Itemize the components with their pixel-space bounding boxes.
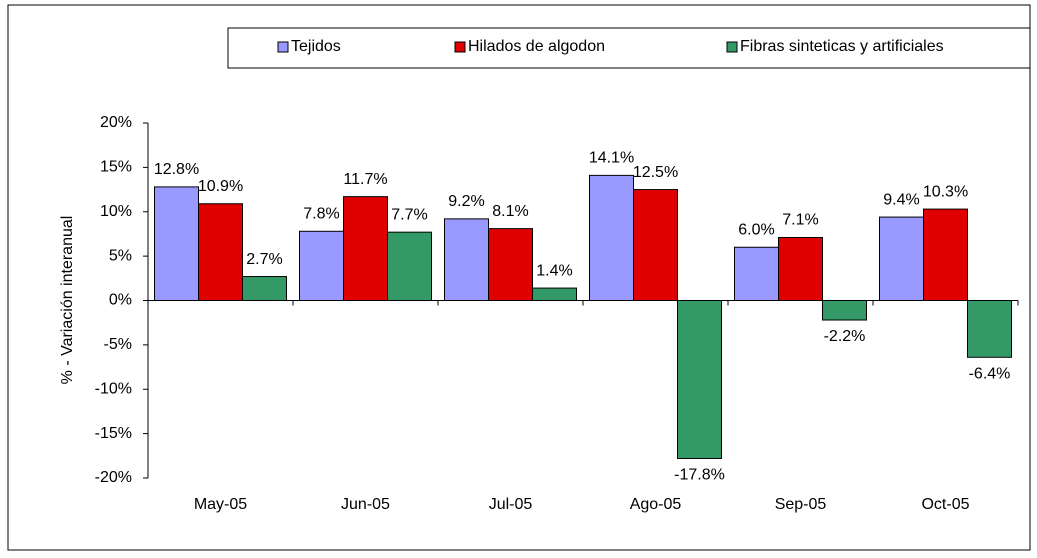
data-label: 10.3% <box>923 183 968 200</box>
x-tick-label: Jul-05 <box>489 496 533 513</box>
data-label: 9.4% <box>883 191 919 208</box>
data-label: 12.8% <box>154 161 199 178</box>
bar <box>967 300 1012 358</box>
data-label: 8.1% <box>492 203 528 220</box>
bar <box>299 230 344 301</box>
bar <box>879 216 924 301</box>
y-tick-label: -20% <box>95 469 132 486</box>
bar <box>488 228 533 301</box>
data-label: 7.1% <box>782 212 818 229</box>
bar <box>343 196 388 302</box>
bar <box>677 300 722 459</box>
legend-box <box>227 27 1031 69</box>
data-label: 10.9% <box>198 178 243 195</box>
bar <box>589 174 634 301</box>
bar <box>778 236 823 302</box>
y-tick-label: 10% <box>100 203 132 220</box>
legend-swatch <box>277 41 289 53</box>
data-label: 7.8% <box>303 205 339 222</box>
data-label: 2.7% <box>246 251 282 268</box>
data-label: 12.5% <box>633 164 678 181</box>
bar <box>822 300 867 321</box>
data-label: -17.8% <box>674 467 725 484</box>
legend-label: Hilados de algodon <box>468 38 605 55</box>
x-tick-label: May-05 <box>194 496 247 513</box>
y-tick-label: 0% <box>109 292 132 309</box>
x-tick-label: Ago-05 <box>630 496 682 513</box>
data-label: 11.7% <box>343 171 387 188</box>
bar <box>198 203 243 301</box>
y-tick-label: -15% <box>95 425 132 442</box>
legend-label: Tejidos <box>291 38 341 55</box>
bar <box>633 189 678 301</box>
data-label: 1.4% <box>536 262 572 279</box>
bar <box>532 287 577 302</box>
legend-swatch <box>726 41 738 53</box>
data-label: 7.7% <box>391 206 427 223</box>
bar <box>444 218 489 302</box>
data-label: 6.0% <box>738 221 774 238</box>
y-tick-label: 20% <box>100 114 132 131</box>
legend-swatch <box>454 41 466 53</box>
bar <box>154 186 199 301</box>
y-tick-label: -10% <box>95 380 132 397</box>
data-label: -6.4% <box>969 366 1011 383</box>
y-tick-label: 15% <box>100 159 132 176</box>
bar <box>734 246 779 301</box>
data-label: -2.2% <box>824 328 866 345</box>
bar <box>923 208 968 301</box>
bar <box>387 231 432 302</box>
bar <box>242 276 287 302</box>
y-tick-label: -5% <box>104 336 132 353</box>
x-tick-label: Oct-05 <box>921 496 969 513</box>
y-axis-label: % - Variación interanual <box>59 216 76 385</box>
data-label: 14.1% <box>589 150 634 167</box>
x-tick-label: Jun-05 <box>341 496 390 513</box>
data-label: 9.2% <box>448 193 484 210</box>
y-tick-label: 5% <box>109 247 132 264</box>
x-tick-label: Sep-05 <box>775 496 827 513</box>
legend-label: Fibras sinteticas y artificiales <box>740 38 944 55</box>
